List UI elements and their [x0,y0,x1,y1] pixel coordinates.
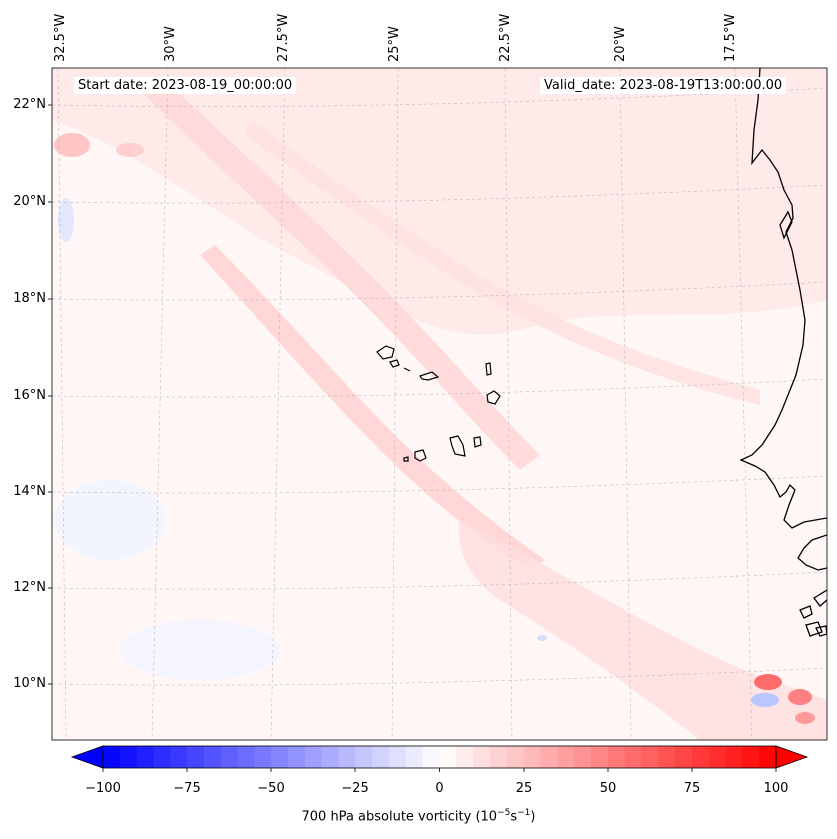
colorbar-cell [170,746,188,768]
colorbar-cell [506,746,525,768]
positive-vorticity-spot [54,133,90,157]
longitude-label: 17.5°W [723,13,738,62]
african-coastline [797,534,827,571]
latitude-label: 18°N [13,291,46,306]
colorbar-cell [203,746,222,768]
colorbar-cell [220,746,239,768]
longitude-label: 32.5°W [53,13,68,62]
colorbar-tick-label: 50 [599,781,617,796]
negative-vorticity-patch [120,620,280,680]
african-coastline [813,589,827,607]
colorbar-cell [321,746,340,768]
colorbar-max-extension [775,745,809,769]
colorbar-cell [624,746,642,768]
colorbar-cell [759,746,777,768]
colorbar-cell [675,746,693,768]
colorbar-tick-label: −25 [341,781,369,796]
colorbar-cell [372,746,390,768]
colorbar-cell [523,746,541,768]
positive-vorticity-max [754,674,782,690]
valid-date-label: Valid_date: 2023-08-19T13:00:00.00 [540,77,787,94]
cape-verde-islands [376,345,501,462]
colorbar-cell [489,746,508,768]
colorbar-tick-label: 0 [435,781,444,796]
longitude-label: 30°W [163,26,178,62]
colorbar-cell [725,746,743,768]
colorbar-cell [187,746,205,768]
colorbar-label: 700 hPa absolute vorticity (10−5s−1) [301,808,536,825]
positive-vorticity-max [788,689,812,705]
colorbar-cell [153,746,171,768]
colorbar-cell [422,746,440,768]
colorbar-cell [691,746,710,768]
colorbar-cell [742,746,760,768]
colorbar-tick-label: 25 [515,781,533,796]
colorbar-cell [237,746,255,768]
colorbar-cell [540,746,558,768]
colorbar-cell [557,746,575,768]
vorticity-band-diagonal-1 [140,80,540,470]
colorbar-tick-label: −100 [85,781,121,796]
colorbar-tick-label: 75 [683,781,701,796]
colorbar-cell [355,746,373,768]
latitude-ticks [48,104,52,685]
latitude-label: 16°N [13,388,46,403]
vorticity-band-south [459,520,827,740]
colorbar-cell [590,746,609,768]
colorbar-cell [136,746,154,768]
positive-vorticity-spot [116,143,144,157]
colorbar-cell [271,746,289,768]
latitude-label: 14°N [13,484,46,499]
african-coastline [779,210,793,240]
negative-vorticity-patch [58,198,74,242]
colorbar-cell [389,746,407,768]
colorbar-cell [338,746,356,768]
african-coastline [815,625,827,637]
colorbar-cell [405,746,424,768]
colorbar-tick-label: −50 [257,781,285,796]
african-coastline [805,621,823,637]
african-coastline [799,605,813,619]
colorbar-cell [574,746,592,768]
longitude-label: 27.5°W [276,13,291,62]
vorticity-band-diagonal-3 [245,120,760,405]
colorbar-cell [456,746,474,768]
colorbar [70,745,809,772]
african-coastline [739,68,827,529]
colorbar-tick-label: −75 [173,781,201,796]
longitude-label: 20°W [613,26,628,62]
longitude-label: 22.5°W [498,13,513,62]
start-date-label: Start date: 2023-08-19_00:00:00 [74,77,297,94]
latitude-label: 10°N [13,676,46,691]
map-frame [51,67,828,741]
colorbar-cell [288,746,306,768]
colorbar-cell [103,746,121,768]
negative-vorticity-spot [537,635,547,641]
map-panel [52,68,827,740]
colorbar-cell [439,746,457,768]
colorbar-cell [254,746,272,768]
negative-vorticity-patch [55,480,165,560]
colorbar-cell [607,746,626,768]
latitude-label: 12°N [13,580,46,595]
colorbar-cell [658,746,676,768]
colorbar-cell [304,746,323,768]
colorbar-cell [641,746,659,768]
latitude-label: 20°N [13,194,46,209]
latitude-label: 22°N [13,97,46,112]
negative-vorticity-min [751,693,779,707]
colorbar-tick-label: 100 [763,781,789,796]
colorbar-cell [119,746,138,768]
positive-vorticity-max [795,712,815,724]
colorbar-min-extension [70,745,104,769]
colorbar-cell [473,746,491,768]
colorbar-ticks [102,768,777,772]
longitude-label: 25°W [387,26,402,62]
colorbar-cell [708,746,727,768]
vorticity-band-diagonal-2 [200,245,545,570]
